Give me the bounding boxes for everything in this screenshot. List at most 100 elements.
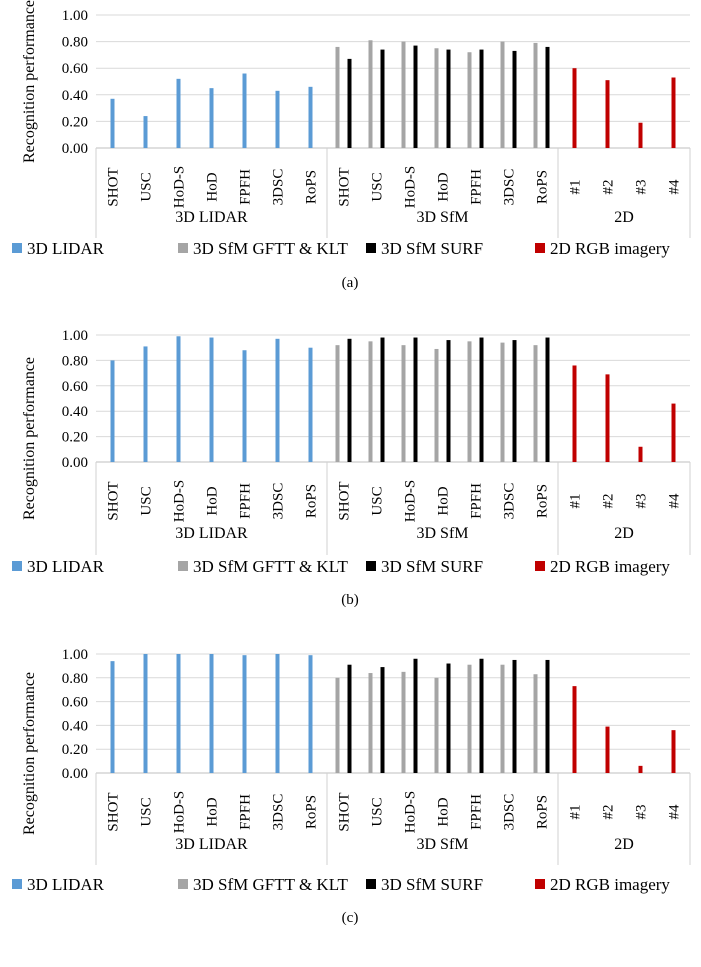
bar bbox=[335, 677, 340, 773]
bar bbox=[638, 446, 643, 462]
x-tick-label: SHOT bbox=[337, 481, 353, 520]
bar bbox=[434, 348, 439, 462]
bar bbox=[500, 342, 505, 462]
legend-label: 2D RGB imagery bbox=[550, 557, 670, 576]
bar bbox=[413, 337, 418, 462]
x-tick-label: 3DSC bbox=[271, 483, 287, 520]
bar bbox=[500, 664, 505, 773]
bar bbox=[545, 337, 550, 462]
y-tick-label: 0.40 bbox=[62, 404, 88, 420]
x-tick-label: SHOT bbox=[106, 481, 122, 520]
x-tick-label: RoPS bbox=[304, 484, 320, 518]
x-tick-label: HoD bbox=[436, 172, 452, 201]
legend-swatch bbox=[366, 243, 376, 253]
bar bbox=[242, 655, 247, 773]
bar bbox=[308, 347, 313, 462]
x-tick-label: HoD bbox=[205, 172, 221, 201]
x-tick-label: HoD-S bbox=[172, 480, 188, 523]
y-tick-label: 0.20 bbox=[62, 742, 88, 758]
legend-label: 3D SfM GFTT & KLT bbox=[193, 239, 349, 258]
bar bbox=[545, 46, 550, 148]
legend-swatch bbox=[178, 561, 188, 571]
bar bbox=[368, 673, 373, 773]
bar bbox=[545, 659, 550, 773]
bar bbox=[380, 667, 385, 773]
x-tick-label: HoD-S bbox=[172, 166, 188, 209]
bar bbox=[638, 765, 643, 773]
x-tick-label: RoPS bbox=[535, 795, 551, 829]
bar bbox=[533, 42, 538, 148]
bar bbox=[143, 654, 148, 773]
x-tick-label: HoD bbox=[436, 486, 452, 515]
bar bbox=[605, 80, 610, 148]
bar bbox=[572, 68, 577, 148]
bar bbox=[347, 338, 352, 462]
bar bbox=[380, 49, 385, 148]
bar bbox=[434, 677, 439, 773]
legend-label: 3D LIDAR bbox=[27, 557, 105, 576]
legend-swatch bbox=[535, 243, 545, 253]
legend-swatch bbox=[366, 879, 376, 889]
bar bbox=[110, 98, 115, 148]
bar bbox=[401, 41, 406, 148]
bar bbox=[401, 671, 406, 773]
bar bbox=[671, 403, 676, 462]
x-tick-label: SHOT bbox=[337, 792, 353, 831]
x-tick-label: HoD-S bbox=[403, 166, 419, 209]
legend-label: 3D SfM GFTT & KLT bbox=[193, 875, 349, 894]
y-tick-label: 0.60 bbox=[62, 61, 88, 77]
bar bbox=[176, 654, 181, 773]
x-tick-label: 3DSC bbox=[502, 794, 518, 831]
x-tick-label: USC bbox=[139, 797, 155, 826]
y-tick-label: 1.00 bbox=[62, 328, 88, 344]
bar bbox=[242, 73, 247, 148]
bar bbox=[533, 674, 538, 773]
bar bbox=[209, 337, 214, 462]
bar bbox=[512, 340, 517, 462]
group-label: 3D SfM bbox=[416, 836, 468, 853]
x-tick-label: #1 bbox=[568, 494, 584, 509]
x-tick-label: USC bbox=[370, 797, 386, 826]
bar bbox=[380, 337, 385, 462]
figure-caption: (a) bbox=[342, 275, 359, 291]
legend-label: 3D LIDAR bbox=[27, 875, 105, 894]
legend-label: 3D SfM GFTT & KLT bbox=[193, 557, 349, 576]
x-tick-label: #1 bbox=[568, 180, 584, 195]
x-tick-label: HoD bbox=[436, 797, 452, 826]
bar bbox=[479, 337, 484, 462]
legend-swatch bbox=[535, 879, 545, 889]
group-label: 2D bbox=[614, 836, 634, 853]
bar bbox=[368, 40, 373, 148]
legend-label: 3D SfM SURF bbox=[381, 239, 483, 258]
bar bbox=[446, 663, 451, 773]
x-tick-label: #4 bbox=[667, 493, 683, 509]
bar bbox=[413, 658, 418, 773]
x-tick-label: #3 bbox=[634, 805, 650, 820]
bar bbox=[143, 116, 148, 148]
figure-caption: (c) bbox=[342, 910, 359, 926]
x-tick-label: FPFH bbox=[238, 483, 254, 519]
x-tick-label: #1 bbox=[568, 805, 584, 820]
x-tick-label: 3DSC bbox=[502, 169, 518, 206]
bar bbox=[335, 46, 340, 148]
bar bbox=[467, 341, 472, 462]
bar bbox=[242, 350, 247, 462]
y-tick-label: 0.40 bbox=[62, 88, 88, 104]
bar bbox=[533, 345, 538, 462]
x-tick-label: USC bbox=[370, 172, 386, 201]
x-tick-label: #2 bbox=[601, 180, 617, 195]
legend-swatch bbox=[12, 879, 22, 889]
x-tick-label: RoPS bbox=[535, 484, 551, 518]
chart-panel-3: 0.00 0.20 0.40 0.60 0.80 1.00 Recognition perf… bbox=[12, 647, 691, 926]
bar bbox=[467, 52, 472, 148]
bar bbox=[308, 86, 313, 148]
bar bbox=[671, 77, 676, 148]
bar bbox=[572, 686, 577, 773]
bar bbox=[347, 664, 352, 773]
y-axis-title: Recognition performance bbox=[21, 672, 38, 835]
bar bbox=[500, 41, 505, 148]
bar bbox=[275, 654, 280, 773]
x-tick-label: #3 bbox=[634, 494, 650, 509]
y-tick-label: 0.60 bbox=[62, 695, 88, 711]
